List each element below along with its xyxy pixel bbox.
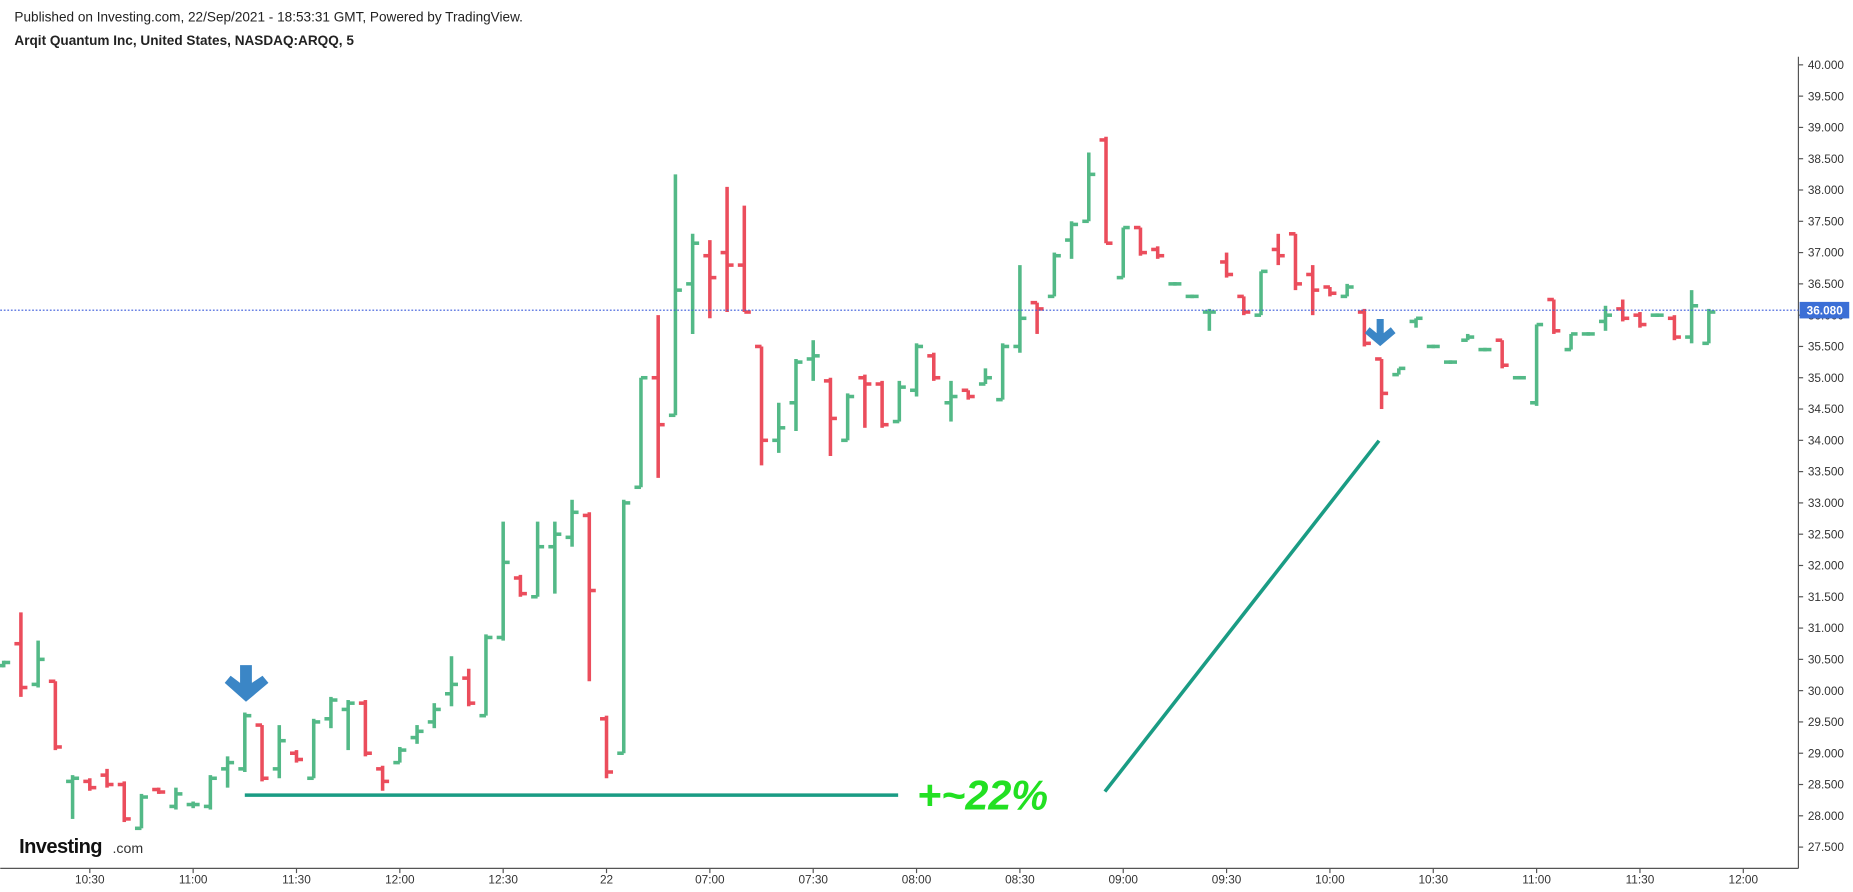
y-tick-label: 29.000 [1808,746,1845,760]
published-note: Published on Investing.com, 22/Sep/2021 … [14,9,522,24]
x-tick-label: 07:00 [695,873,725,887]
x-tick-label: 12:00 [385,873,415,887]
y-tick-label: 40.000 [1808,58,1845,72]
arrow-marker [224,665,269,702]
last-price-tag [1799,301,1850,319]
y-tick-label: 35.500 [1808,340,1845,354]
y-tick-label: 39.000 [1808,121,1845,135]
x-tick-label: 12:00 [1729,873,1759,887]
y-tick-label: 35.000 [1808,371,1845,385]
plot-area: 27.500 28.000 28.500 29.000 29.500 30.000 30.5… [0,56,1850,887]
x-tick-label: 10:30 [75,873,105,887]
y-tick-label: 39.500 [1808,89,1845,103]
y-tick-label: 31.000 [1808,621,1845,635]
arrow-marker [1364,318,1396,347]
y-tick-label: 32.000 [1808,559,1845,573]
y-tick-label: 31.500 [1808,590,1845,604]
y-tick-label: 30.000 [1808,684,1845,698]
y-tick-label: 28.500 [1808,778,1845,792]
x-tick-label: 09:30 [1212,873,1242,887]
x-tick-label: 07:30 [798,873,828,887]
y-tick-label: 34.000 [1808,433,1845,447]
x-tick-label: 10:30 [1419,873,1449,887]
x-tick-label: 11:30 [282,873,311,887]
x-tick-label: 22 [600,873,613,887]
y-tick-label: 32.500 [1808,527,1845,541]
logo-brand: Investing [19,836,102,858]
y-tick-label: 27.500 [1808,840,1845,854]
annotation-label: +~22% [917,772,1048,818]
annotation-line [1103,439,1381,793]
x-tick-label: 11:00 [179,873,208,887]
symbol-title: Arqit Quantum Inc, United States, NASDAQ… [14,33,354,48]
y-tick-label: 30.500 [1808,652,1845,666]
y-tick-label: 34.500 [1808,402,1845,416]
last-price-label: 36.080 [1807,303,1844,317]
x-tick-label: 08:30 [1005,873,1035,887]
y-tick-label: 37.500 [1808,214,1845,228]
x-tick-label: 09:00 [1108,873,1138,887]
y-tick-label: 37.000 [1808,246,1845,260]
x-tick-label: 11:30 [1626,873,1655,887]
logo-suffix: .com [112,841,143,857]
y-tick-label: 36.500 [1808,277,1845,291]
x-tick-label: 10:00 [1315,873,1345,887]
y-tick-label: 28.000 [1808,809,1845,823]
y-tick-label: 38.000 [1808,183,1845,197]
x-tick-label: 08:00 [902,873,932,887]
y-tick-label: 33.500 [1808,465,1845,479]
x-tick-label: 11:00 [1522,873,1551,887]
y-tick-label: 38.500 [1808,152,1845,166]
y-tick-label: 29.500 [1808,715,1845,729]
x-tick-label: 12:30 [488,873,518,887]
y-tick-label: 33.000 [1808,496,1845,510]
